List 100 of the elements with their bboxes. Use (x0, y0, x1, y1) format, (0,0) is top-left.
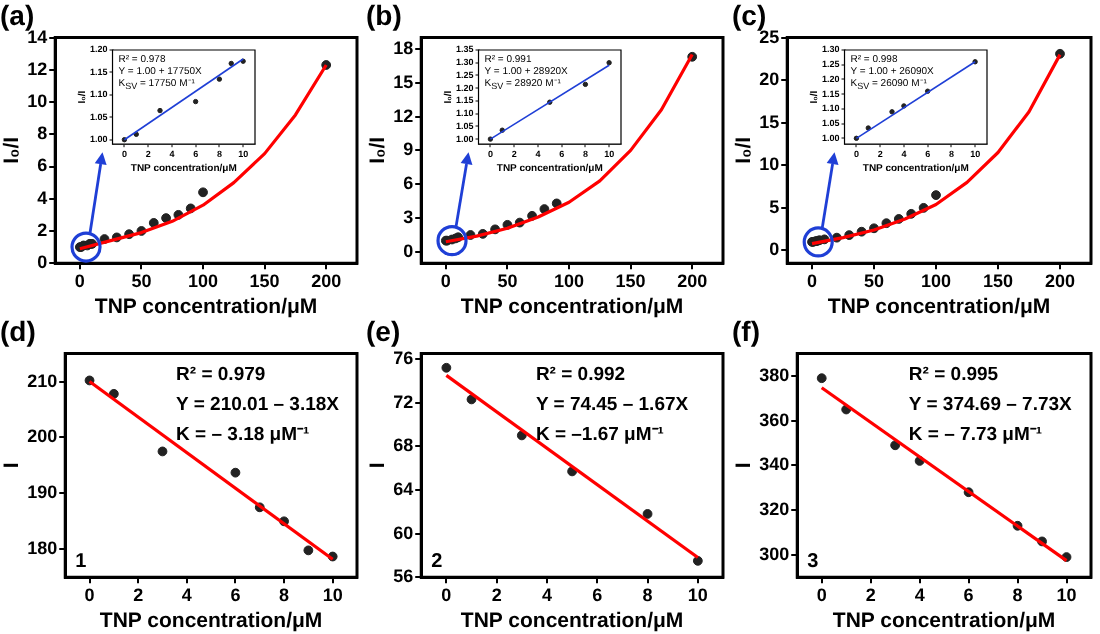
chart-title: (a) (0, 0, 35, 31)
y-tick-label: 2 (37, 219, 48, 240)
x-tick-label: 50 (864, 270, 885, 291)
annotation: R² = 0.995 (908, 363, 1000, 386)
x-tick-label: 200 (1044, 270, 1076, 291)
y-tick-label: 60 (393, 522, 414, 543)
x-tick-label: 4 (541, 584, 552, 605)
y-tick-label: 8 (37, 123, 48, 144)
x-tick-label: 200 (677, 270, 708, 291)
x-tick-label: 10 (1056, 584, 1077, 605)
annotation: Y = 74.45 – 1.67X (535, 393, 690, 416)
annotation: 3 (807, 551, 820, 574)
chart-title: (e) (366, 314, 401, 347)
y-tick-label: 4 (37, 187, 48, 208)
x-tick-label: 8 (1012, 584, 1023, 605)
y-tick-label: 380 (759, 364, 790, 385)
chart-title: (c) (732, 0, 767, 31)
point (642, 509, 653, 519)
annotation: Y = 374.69 – 7.73X (908, 393, 1074, 416)
x-tick-label: 100 (188, 270, 219, 291)
x-tick-label: 6 (592, 584, 603, 605)
y-tick-label: 10 (27, 91, 48, 112)
x-tick-label: 10 (687, 584, 708, 605)
point (148, 218, 159, 228)
x-tick-label: 50 (131, 270, 152, 291)
y-tick-label: 360 (759, 409, 790, 430)
annotation: K = – 7.73 μM⁻¹ (908, 423, 1043, 446)
y-tick-label: 6 (403, 173, 414, 194)
x-tick-label: 6 (230, 584, 241, 605)
point (931, 190, 941, 200)
annotation: 1 (75, 551, 88, 574)
point (161, 213, 171, 223)
y-tick-label: 68 (393, 435, 414, 456)
annotation: R² = 0.992 (535, 363, 626, 386)
chart-title: (d) (0, 314, 36, 347)
y-tick-label: 320 (759, 499, 790, 520)
x-tick-label: 6 (963, 584, 974, 605)
x-tick-label: 4 (914, 584, 925, 605)
x-tick-label: 150 (249, 270, 280, 291)
x-axis-title: TNP concentration/μM (460, 295, 684, 320)
y-tick-label: 340 (759, 454, 790, 475)
x-tick-label: 200 (311, 270, 342, 291)
y-tick-label: 72 (393, 391, 414, 412)
chart-title: (b) (366, 0, 402, 31)
y-axis-title: I₀/I (732, 136, 757, 164)
y-tick-label: 9 (403, 139, 414, 160)
x-tick-label: 4 (181, 584, 192, 605)
x-tick-label: 150 (982, 270, 1014, 291)
y-tick-label: 5 (769, 196, 780, 217)
y-axis-title: I₀/I (0, 136, 25, 164)
annotation: 2 (431, 551, 444, 574)
y-tick-label: 15 (393, 71, 414, 92)
point (816, 373, 827, 384)
x-axis-title: TNP concentration/μM (99, 609, 323, 634)
x-tick-label: 100 (920, 270, 952, 291)
y-axis-title: I (0, 462, 25, 469)
x-axis-title: TNP concentration/μM (94, 295, 318, 320)
y-tick-label: 200 (27, 426, 58, 447)
x-tick-label: 2 (865, 584, 876, 605)
x-tick-label: 100 (554, 270, 585, 291)
y-tick-label: 56 (393, 566, 414, 587)
y-tick-label: 20 (759, 69, 780, 90)
point (198, 187, 208, 198)
point (441, 362, 452, 373)
y-tick-label: 300 (759, 543, 790, 564)
y-axis-title: I₀/I (366, 136, 391, 164)
y-tick-label: 180 (27, 538, 58, 559)
x-axis-title: TNP concentration/μM (460, 609, 684, 634)
x-tick-label: 0 (74, 270, 85, 291)
point (303, 545, 314, 556)
y-tick-label: 15 (759, 111, 780, 132)
x-axis-title: TNP concentration/μM (827, 295, 1051, 320)
y-tick-label: 0 (403, 240, 414, 261)
annotation: Y = 210.01 – 3.18X (176, 393, 341, 416)
y-tick-label: 18 (393, 37, 414, 58)
x-tick-label: 10 (322, 584, 343, 605)
x-tick-label: 8 (279, 584, 290, 605)
y-axis-title: I (732, 462, 757, 469)
y-tick-label: 210 (27, 370, 58, 391)
x-axis-title: TNP concentration/μM (832, 609, 1056, 634)
y-tick-label: 190 (27, 482, 58, 503)
point (157, 446, 168, 457)
y-tick-label: 0 (769, 239, 780, 260)
x-tick-label: 0 (440, 270, 451, 291)
x-tick-label: 0 (807, 270, 818, 291)
x-tick-label: 50 (497, 270, 518, 291)
annotation: K = – 3.18 μM⁻¹ (176, 423, 310, 446)
x-tick-label: 150 (615, 270, 646, 291)
y-tick-label: 0 (37, 252, 48, 273)
y-tick-label: 12 (393, 105, 414, 126)
point (230, 467, 241, 478)
y-tick-label: 76 (393, 348, 414, 369)
y-axis-title: I (366, 462, 391, 469)
annotation: R² = 0.979 (176, 363, 266, 386)
y-tick-label: 3 (403, 207, 414, 228)
y-tick-label: 12 (27, 58, 48, 79)
y-tick-label: 64 (393, 478, 414, 499)
annotation: K = –1.67 μM⁻¹ (535, 423, 664, 446)
chart-title: (f) (732, 314, 760, 347)
x-tick-label: 8 (642, 584, 653, 605)
